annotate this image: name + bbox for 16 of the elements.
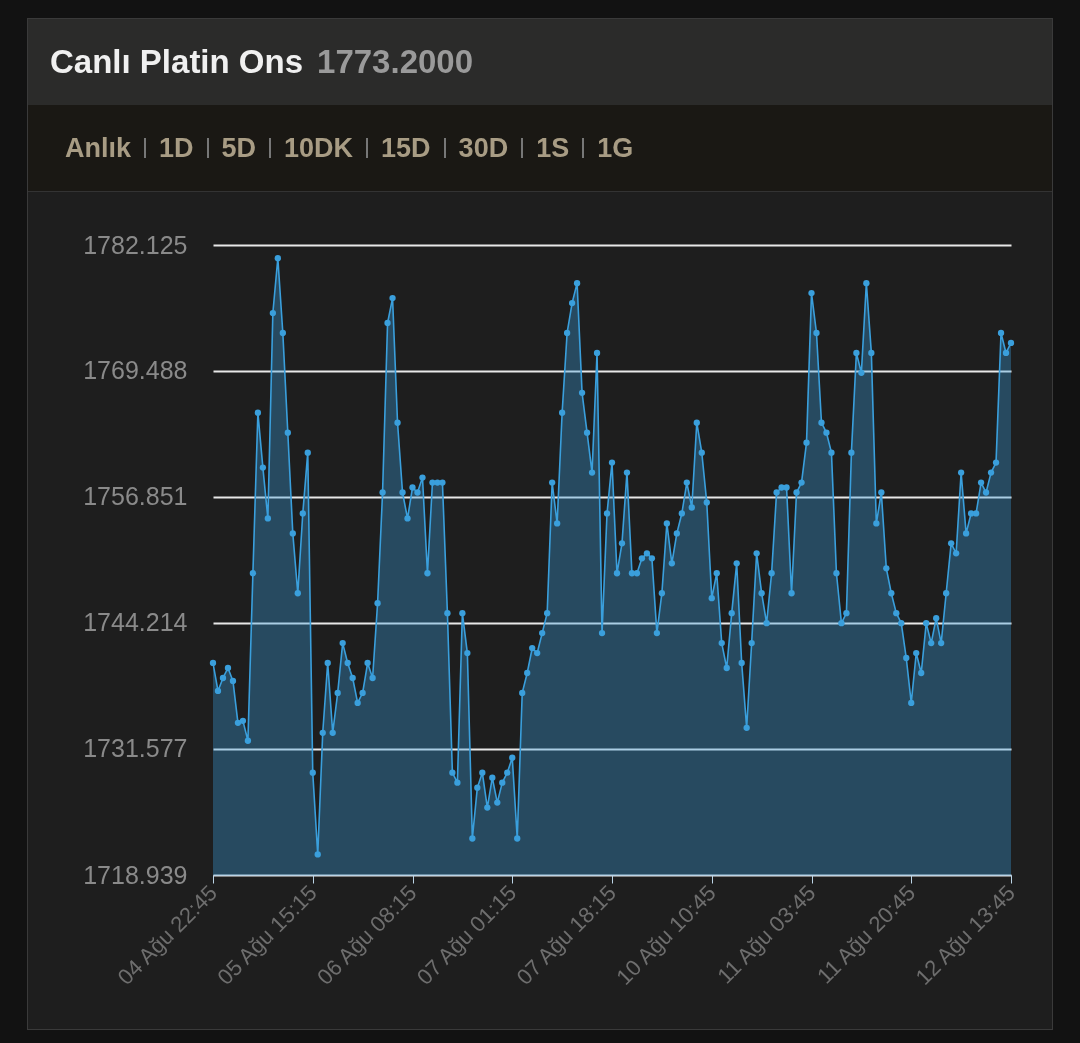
y-tick-label: 1756.851 (83, 482, 188, 511)
text: 15D (380, 131, 432, 165)
text: 10DK (283, 131, 355, 165)
text: 1D (158, 131, 195, 165)
text: 1G (596, 131, 635, 165)
y-tick-label: 1731.577 (83, 734, 188, 763)
y-tick-label: 1782.125 (83, 230, 188, 259)
chart-subtitle: 1773.2000 (317, 43, 474, 81)
chart-title: Canlı Platin Ons (50, 43, 304, 81)
y-tick-label: 1718.939 (83, 860, 188, 889)
y-tick-label: 1769.488 (83, 356, 188, 385)
text: 1S (535, 131, 571, 165)
y-tick-label: 1744.214 (83, 608, 188, 637)
text: 5D (220, 131, 258, 165)
text: Anlık (64, 131, 132, 165)
text: 30D (457, 131, 510, 165)
